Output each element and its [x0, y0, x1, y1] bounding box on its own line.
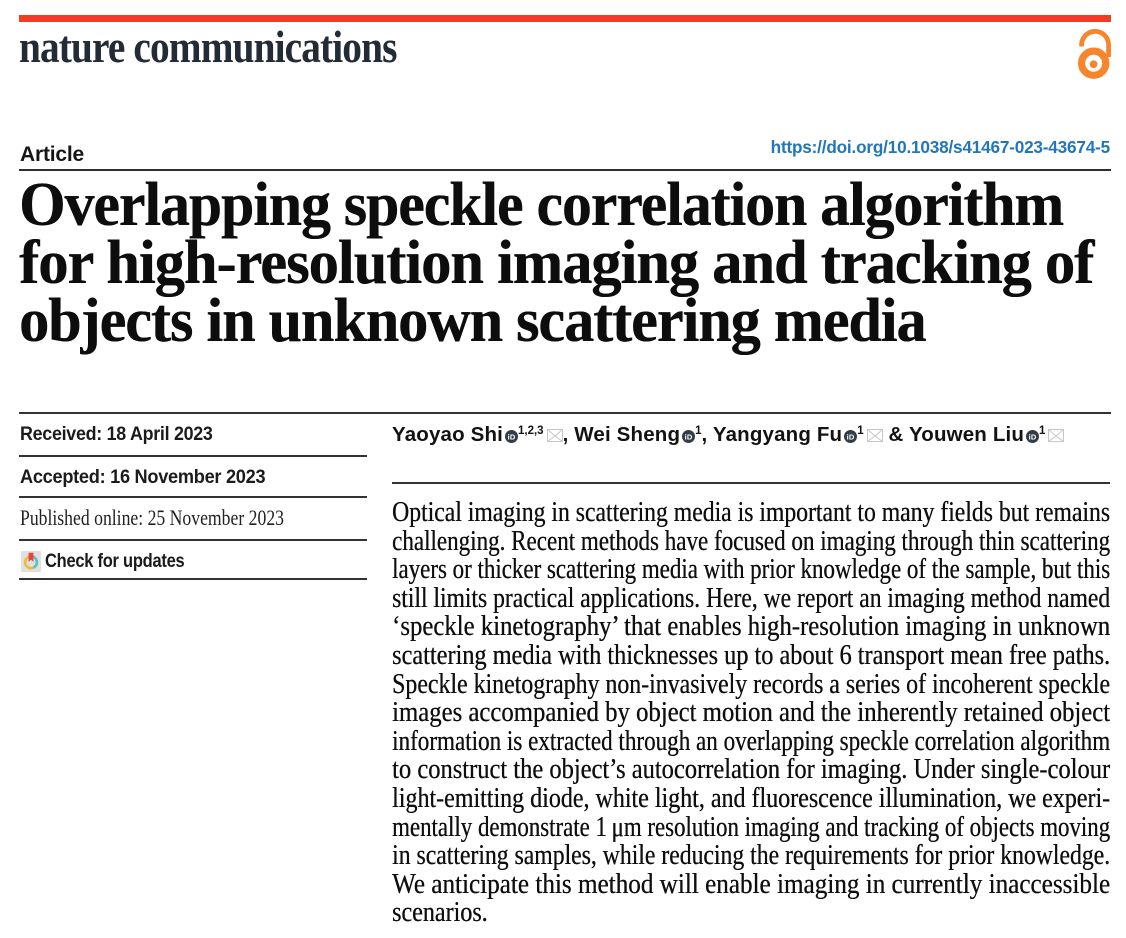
svg-text:iD: iD [847, 432, 855, 441]
svg-text:iD: iD [685, 432, 693, 441]
svg-text:iD: iD [508, 432, 516, 441]
svg-text:iD: iD [1029, 432, 1037, 441]
